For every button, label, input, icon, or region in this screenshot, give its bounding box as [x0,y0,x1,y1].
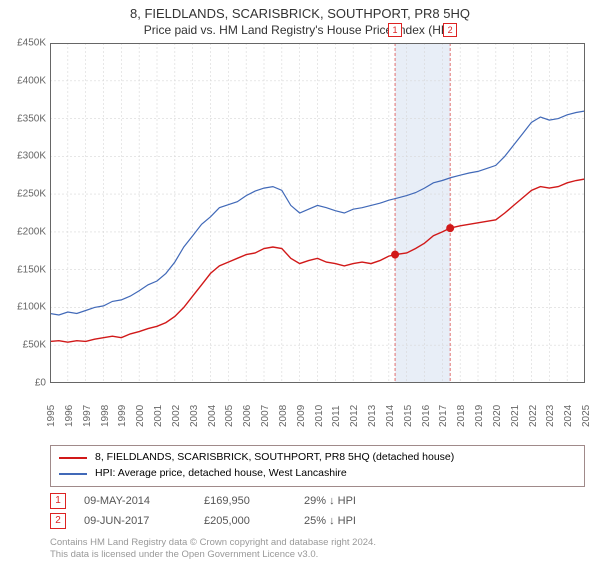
x-axis-label: 2013 [367,405,378,427]
legend-box: 8, FIELDLANDS, SCARISBRICK, SOUTHPORT, P… [50,445,585,487]
y-axis-label: £300K [17,151,46,162]
event-row: 2 09-JUN-2017 £205,000 25% ↓ HPI [50,513,585,529]
x-axis-label: 2001 [153,405,164,427]
y-axis-label: £100K [17,302,46,313]
y-axis-label: £200K [17,226,46,237]
x-axis-label: 2002 [171,405,182,427]
x-axis-label: 2018 [456,405,467,427]
chart-subtitle: Price paid vs. HM Land Registry's House … [0,23,600,37]
chart-area: £0£50K£100K£150K£200K£250K£300K£350K£400… [50,43,585,413]
x-axis-label: 2017 [438,405,449,427]
event-diff: 25% ↓ HPI [304,515,356,527]
x-axis-label: 2000 [135,405,146,427]
x-axis-label: 2022 [528,405,539,427]
x-axis-label: 2024 [563,405,574,427]
legend-item: 8, FIELDLANDS, SCARISBRICK, SOUTHPORT, P… [59,450,576,466]
y-axis-label: £50K [23,340,46,351]
x-axis-label: 2003 [189,405,200,427]
x-axis-label: 2015 [403,405,414,427]
x-axis-label: 2006 [242,405,253,427]
event-diff: 29% ↓ HPI [304,495,356,507]
event-date: 09-MAY-2014 [84,495,204,507]
event-table: 1 09-MAY-2014 £169,950 29% ↓ HPI 2 09-JU… [50,493,585,529]
x-axis-label: 1999 [117,405,128,427]
x-axis-label: 2020 [492,405,503,427]
x-axis-label: 2014 [385,405,396,427]
x-axis-label: 2004 [207,405,218,427]
y-axis-label: £400K [17,75,46,86]
x-axis-label: 2021 [510,405,521,427]
x-axis-label: 2019 [474,405,485,427]
event-price: £205,000 [204,515,304,527]
price-chart [50,43,585,383]
legend-swatch [59,457,87,459]
x-axis-label: 2012 [349,405,360,427]
y-axis-label: £0 [35,378,46,389]
footer: Contains HM Land Registry data © Crown c… [50,537,585,562]
x-axis-label: 2005 [224,405,235,427]
page-container: 8, FIELDLANDS, SCARISBRICK, SOUTHPORT, P… [0,6,600,566]
legend-item: HPI: Average price, detached house, West… [59,466,576,482]
x-axis-label: 1995 [46,405,57,427]
x-axis-label: 1998 [100,405,111,427]
x-axis-label: 2008 [278,405,289,427]
x-axis-label: 2011 [331,405,342,427]
footer-line-1: Contains HM Land Registry data © Crown c… [50,537,585,549]
x-axis-label: 2023 [545,405,556,427]
event-marker: 1 [50,493,66,509]
event-price: £169,950 [204,495,304,507]
legend-label: 8, FIELDLANDS, SCARISBRICK, SOUTHPORT, P… [95,450,454,466]
footer-line-2: This data is licensed under the Open Gov… [50,549,585,561]
event-marker: 2 [50,513,66,529]
x-axis-label: 2007 [260,405,271,427]
event-date: 09-JUN-2017 [84,515,204,527]
y-axis-label: £350K [17,113,46,124]
chart-marker: 1 [388,23,402,37]
y-axis-label: £150K [17,264,46,275]
x-axis-label: 2025 [581,405,592,427]
x-axis-label: 1996 [64,405,75,427]
legend-swatch [59,473,87,475]
x-axis-label: 2010 [314,405,325,427]
event-row: 1 09-MAY-2014 £169,950 29% ↓ HPI [50,493,585,509]
x-axis-label: 1997 [82,405,93,427]
y-axis-label: £450K [17,38,46,49]
legend-label: HPI: Average price, detached house, West… [95,466,347,482]
chart-title: 8, FIELDLANDS, SCARISBRICK, SOUTHPORT, P… [0,6,600,21]
x-axis-label: 2016 [421,405,432,427]
chart-marker: 2 [443,23,457,37]
y-axis-label: £250K [17,189,46,200]
x-axis-label: 2009 [296,405,307,427]
